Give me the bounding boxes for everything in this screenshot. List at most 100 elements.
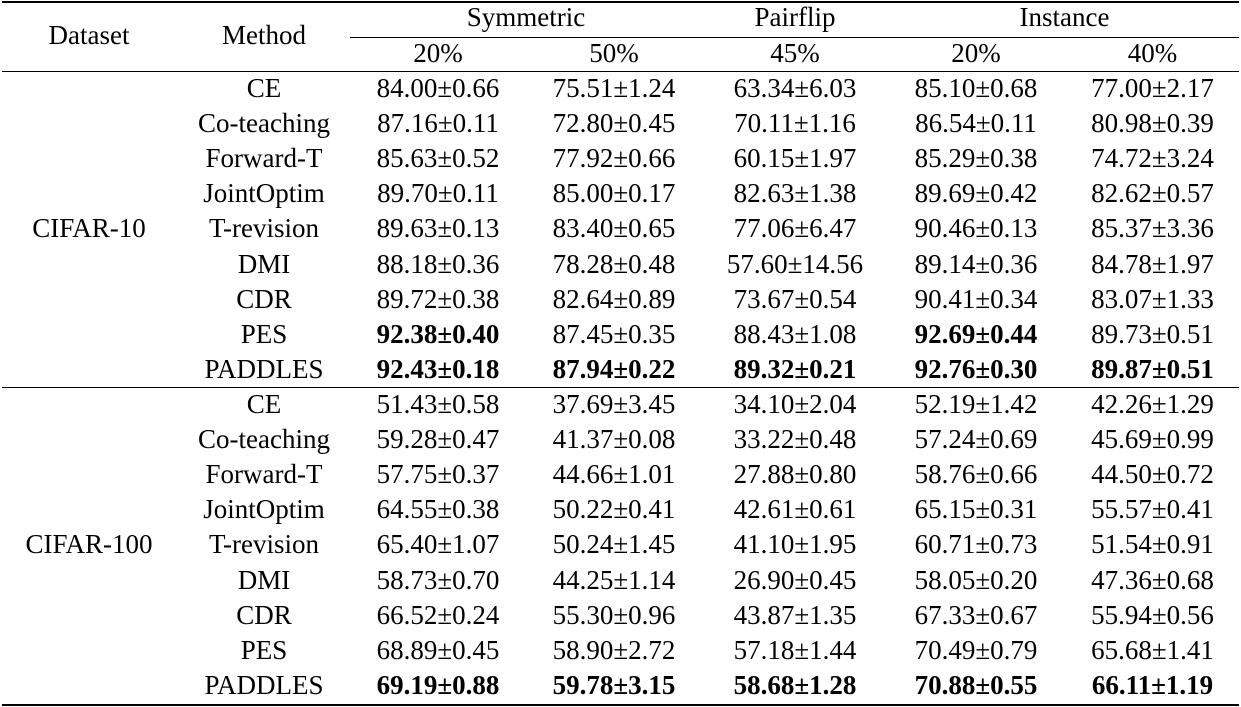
table-cell: 89.69±0.42 <box>914 178 1038 209</box>
table-cell: 51.43±0.58 <box>376 389 500 419</box>
table-cell: 65.15±0.31 <box>914 494 1038 525</box>
table-cell: 41.10±1.95 <box>733 529 857 560</box>
table-cell: 33.22±0.48 <box>733 424 857 455</box>
method-label: JointOptim <box>203 178 325 209</box>
bottom-rule <box>2 704 1239 706</box>
table-cell: 89.87±0.51 <box>1091 353 1214 384</box>
method-label: CE <box>246 389 282 419</box>
table-cell: 85.29±0.38 <box>914 143 1038 174</box>
method-label: T-revision <box>209 213 319 244</box>
table-cell: 85.37±3.36 <box>1091 213 1214 244</box>
table-cell: 87.16±0.11 <box>377 108 499 139</box>
table-cell: 75.51±1.24 <box>552 73 676 103</box>
table-cell: 65.40±1.07 <box>376 529 500 560</box>
table-cell: 60.15±1.97 <box>733 143 857 174</box>
table-cell: 44.25±1.14 <box>552 564 676 595</box>
dataset-label: CIFAR-10 <box>32 212 146 243</box>
table-cell: 70.88±0.55 <box>914 669 1038 700</box>
table-cell: 37.69±3.45 <box>552 389 676 419</box>
header-rate: 20% <box>951 38 1001 68</box>
section-rule <box>2 387 1239 388</box>
table-cell: 89.63±0.13 <box>376 213 500 244</box>
table-cell: 51.54±0.91 <box>1091 529 1214 560</box>
table-cell: 65.68±1.41 <box>1091 634 1214 665</box>
table-cell: 88.43±1.08 <box>733 318 857 349</box>
table-cell: 69.19±0.88 <box>376 669 500 700</box>
header-group-pairflip: Pairflip <box>754 2 836 32</box>
table-cell: 44.66±1.01 <box>552 459 676 490</box>
table-cell: 77.00±2.17 <box>1091 73 1214 103</box>
method-label: T-revision <box>209 529 319 560</box>
method-label: Co-teaching <box>198 424 330 455</box>
method-label: PADDLES <box>204 669 324 700</box>
table-cell: 88.18±0.36 <box>376 248 500 279</box>
method-label: DMI <box>237 248 291 279</box>
table-cell: 55.94±0.56 <box>1091 599 1214 630</box>
table-cell: 89.70±0.11 <box>377 178 499 209</box>
table-cell: 72.80±0.45 <box>552 108 676 139</box>
table-cell: 92.38±0.40 <box>376 318 500 349</box>
table-cell: 77.92±0.66 <box>552 143 676 174</box>
table-cell: 73.67±0.54 <box>733 283 857 314</box>
table-cell: 47.36±0.68 <box>1091 564 1214 595</box>
table-cell: 55.30±0.96 <box>552 599 676 630</box>
table-cell: 57.24±0.69 <box>914 424 1038 455</box>
table-cell: 84.78±1.97 <box>1091 248 1214 279</box>
header-rate: 50% <box>589 38 639 68</box>
table-cell: 42.61±0.61 <box>733 494 857 525</box>
table-cell: 77.06±6.47 <box>733 213 857 244</box>
table-cell: 70.49±0.79 <box>914 634 1038 665</box>
table-cell: 85.00±0.17 <box>552 178 676 209</box>
table-cell: 34.10±2.04 <box>733 389 857 419</box>
table-cell: 58.90±2.72 <box>552 634 676 665</box>
table-cell: 41.37±0.08 <box>552 424 676 455</box>
table-cell: 89.73±0.51 <box>1091 318 1214 349</box>
table-cell: 57.60±14.56 <box>726 248 864 279</box>
table-cell: 89.14±0.36 <box>914 248 1038 279</box>
header-rule <box>2 71 1239 72</box>
table-cell: 27.88±0.80 <box>733 459 857 490</box>
header-method: Method <box>222 20 306 50</box>
table-cell: 70.11±1.16 <box>734 108 856 139</box>
table-cell: 42.26±1.29 <box>1091 389 1214 419</box>
table-cell: 86.54±0.11 <box>915 108 1037 139</box>
table-cell: 92.43±0.18 <box>376 353 500 384</box>
table-cell: 89.32±0.21 <box>733 353 857 384</box>
table-cell: 59.78±3.15 <box>552 669 676 700</box>
method-label: JointOptim <box>203 494 325 525</box>
table-cell: 82.63±1.38 <box>733 178 857 209</box>
method-label: Forward-T <box>205 459 323 490</box>
table-cell: 90.41±0.34 <box>914 283 1038 314</box>
table-cell: 78.28±0.48 <box>552 248 676 279</box>
header-group-symmetric: Symmetric <box>466 2 586 32</box>
method-label: Forward-T <box>205 143 323 174</box>
method-label: CDR <box>236 599 292 630</box>
table-cell: 58.76±0.66 <box>914 459 1038 490</box>
table-cell: 58.68±1.28 <box>733 669 857 700</box>
group-underline <box>350 37 1239 38</box>
table-cell: 92.76±0.30 <box>914 353 1038 384</box>
header-rate: 20% <box>413 38 463 68</box>
table-cell: 80.98±0.39 <box>1091 108 1214 139</box>
table-cell: 59.28±0.47 <box>376 424 500 455</box>
table-cell: 55.57±0.41 <box>1091 494 1214 525</box>
table-cell: 87.94±0.22 <box>552 353 676 384</box>
table-cell: 74.72±3.24 <box>1091 143 1214 174</box>
table-cell: 82.64±0.89 <box>552 283 676 314</box>
table-cell: 63.34±6.03 <box>733 73 857 103</box>
table-cell: 66.11±1.19 <box>1091 669 1214 700</box>
method-label: PES <box>240 318 288 349</box>
method-label: PES <box>240 634 288 665</box>
table-cell: 26.90±0.45 <box>733 564 857 595</box>
top-rule <box>2 1 1239 3</box>
table-cell: 83.40±0.65 <box>552 213 676 244</box>
table-cell: 60.71±0.73 <box>914 529 1038 560</box>
method-label: Co-teaching <box>198 108 330 139</box>
table-cell: 90.46±0.13 <box>914 213 1038 244</box>
table-cell: 50.22±0.41 <box>552 494 676 525</box>
table-cell: 58.73±0.70 <box>376 564 500 595</box>
header-group-instance: Instance <box>1019 2 1110 32</box>
table-cell: 84.00±0.66 <box>376 73 500 103</box>
table-cell: 45.69±0.99 <box>1091 424 1214 455</box>
